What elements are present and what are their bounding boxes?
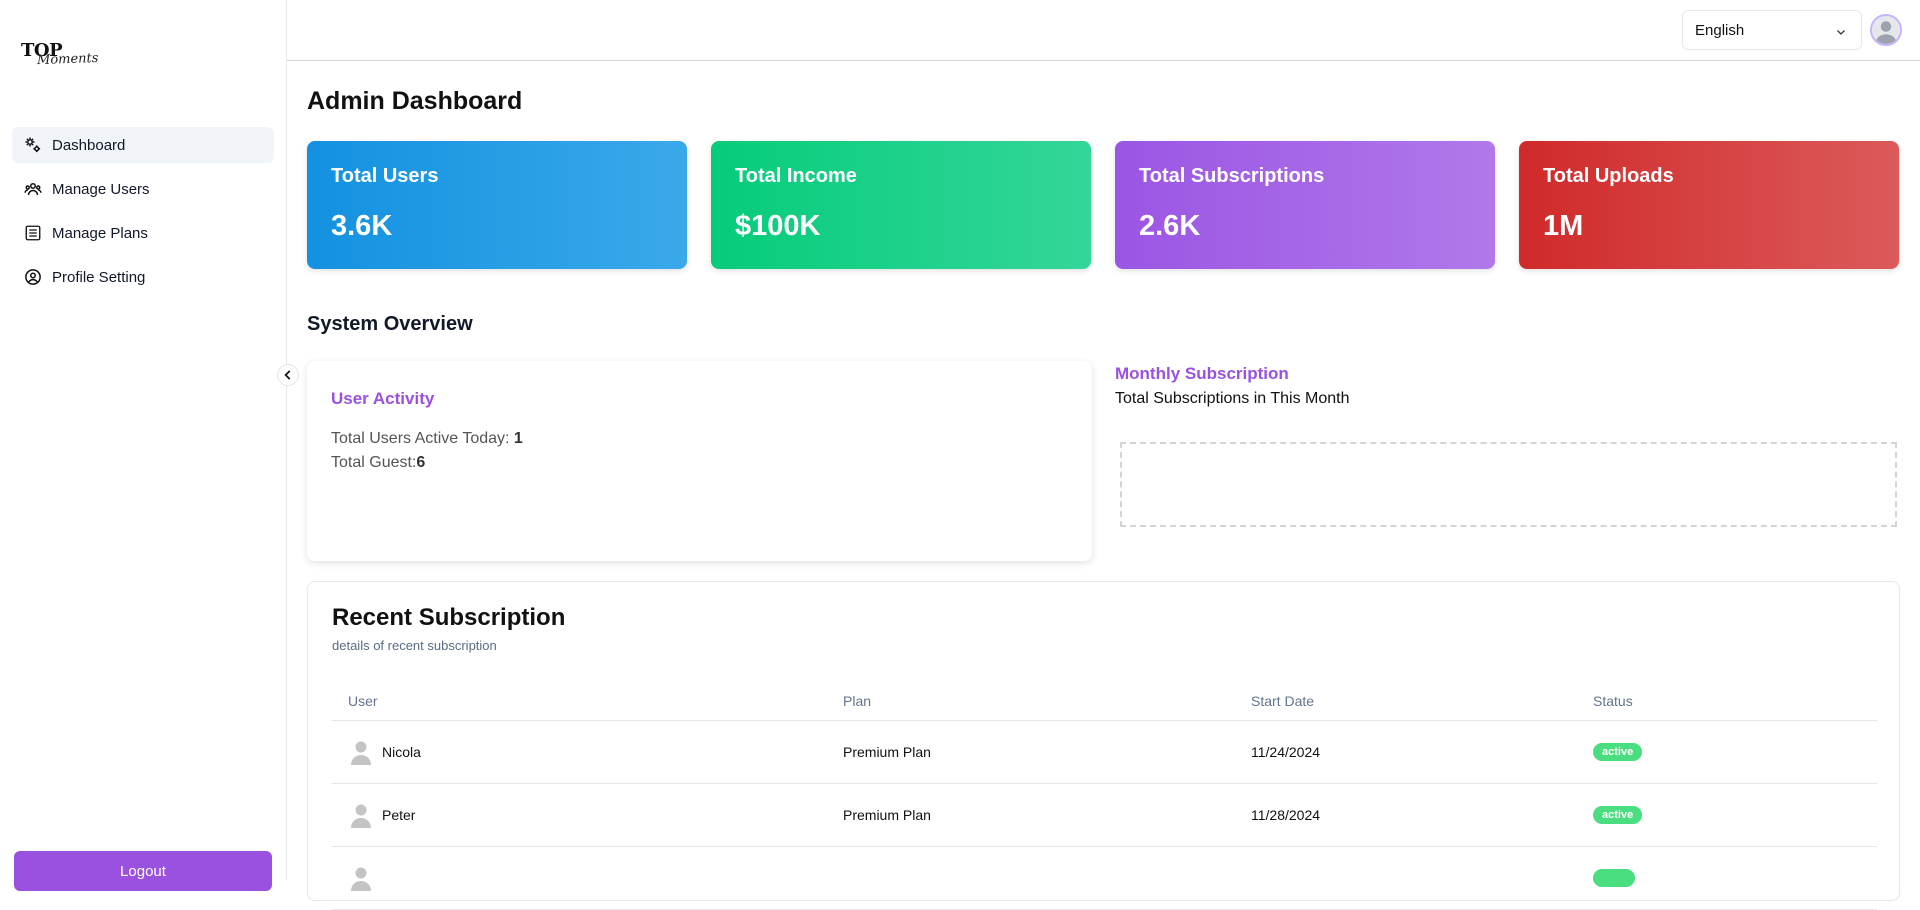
user-name: Peter	[382, 806, 416, 823]
sidebar: TOP Moments Dashboard Manage Users Manag…	[0, 0, 287, 891]
logo-top-text: TOP	[21, 40, 63, 61]
total-guest-label: Total Guest:	[331, 454, 417, 471]
user-placeholder-icon	[351, 804, 371, 828]
table-row[interactable]	[332, 846, 1877, 910]
main-content: Admin Dashboard Total Users 3.6K Total I…	[307, 61, 1900, 910]
recent-subscription-subtitle: details of recent subscription	[332, 638, 497, 653]
stat-label: Total Subscriptions	[1139, 165, 1325, 187]
column-header-start-date: Start Date	[1235, 682, 1577, 721]
user-placeholder-icon	[351, 741, 371, 765]
sidebar-item-manage-plans[interactable]: Manage Plans	[12, 215, 274, 251]
sidebar-nav: Dashboard Manage Users Manage Plans Prof…	[12, 127, 274, 303]
stat-card-total-income: Total Income $100K	[711, 141, 1091, 269]
logo-script-text: Moments	[36, 50, 99, 69]
subscription-table: User Plan Start Date Status Nicola Premi…	[332, 682, 1877, 910]
list-icon	[24, 224, 42, 242]
total-guest-value: 6	[416, 454, 426, 471]
users-icon	[24, 180, 42, 198]
user-avatar[interactable]	[1870, 14, 1902, 46]
status-cell	[1577, 846, 1877, 910]
table-header-row: User Plan Start Date Status	[332, 682, 1877, 721]
column-header-status: Status	[1577, 682, 1877, 721]
column-header-plan: Plan	[827, 682, 1235, 721]
active-today-value: 1	[513, 430, 523, 447]
user-placeholder-icon	[351, 867, 371, 891]
table-row[interactable]: Peter Premium Plan 11/28/2024 active	[332, 783, 1877, 847]
user-name: Nicola	[382, 743, 421, 760]
start-date-cell	[1235, 846, 1577, 910]
status-cell: active	[1577, 720, 1877, 784]
start-date-cell: 11/28/2024	[1235, 783, 1577, 847]
monthly-subscription-panel: Monthly Subscription Total Subscriptions…	[1115, 364, 1900, 564]
app-logo[interactable]: TOP Moments	[21, 40, 111, 74]
gears-icon	[24, 136, 42, 154]
monthly-subscription-title: Monthly Subscription	[1115, 364, 1289, 383]
sidebar-item-label: Manage Plans	[52, 224, 148, 242]
user-activity-title: User Activity	[331, 389, 435, 408]
sidebar-collapse-button[interactable]	[277, 364, 299, 386]
stat-value: 1M	[1543, 210, 1584, 242]
user-cell: Nicola	[332, 720, 827, 784]
stat-label: Total Users	[331, 165, 439, 187]
sidebar-item-label: Profile Setting	[52, 268, 146, 286]
stat-value: 2.6K	[1139, 210, 1201, 242]
language-select[interactable]: English	[1682, 10, 1862, 50]
sidebar-item-label: Manage Users	[52, 180, 150, 198]
user-activity-card: User Activity Total Users Active Today: …	[307, 361, 1092, 561]
chevron-left-icon	[284, 370, 291, 380]
table-row[interactable]: Nicola Premium Plan 11/24/2024 active	[332, 720, 1877, 784]
stat-card-total-users: Total Users 3.6K	[307, 141, 687, 269]
sidebar-item-manage-users[interactable]: Manage Users	[12, 171, 274, 207]
language-select-value: English	[1695, 22, 1745, 39]
monthly-subscription-subtitle: Total Subscriptions in This Month	[1115, 390, 1350, 407]
status-badge	[1593, 869, 1636, 887]
logout-button[interactable]: Logout	[14, 851, 272, 891]
start-date-cell: 11/24/2024	[1235, 720, 1577, 784]
avatar-icon	[1872, 16, 1900, 44]
status-badge: active	[1593, 806, 1643, 824]
active-today-label: Total Users Active Today:	[331, 430, 514, 447]
sidebar-item-profile-setting[interactable]: Profile Setting	[12, 259, 274, 295]
stat-card-total-uploads: Total Uploads 1M	[1519, 141, 1899, 269]
page-title: Admin Dashboard	[307, 87, 523, 115]
stat-label: Total Income	[735, 165, 857, 187]
status-badge: active	[1593, 743, 1643, 761]
system-overview-title: System Overview	[307, 313, 473, 335]
stat-value: $100K	[735, 210, 821, 242]
user-cell	[332, 846, 827, 910]
top-bar	[287, 0, 1920, 61]
stat-card-total-subscriptions: Total Subscriptions 2.6K	[1115, 141, 1495, 269]
user-cell: Peter	[332, 783, 827, 847]
stat-label: Total Uploads	[1543, 165, 1674, 187]
recent-subscription-card: Recent Subscription details of recent su…	[307, 581, 1900, 910]
status-cell: active	[1577, 783, 1877, 847]
plan-cell	[827, 846, 1235, 910]
plan-cell: Premium Plan	[827, 720, 1235, 784]
recent-subscription-title: Recent Subscription	[332, 604, 566, 631]
sidebar-item-label: Dashboard	[52, 136, 126, 154]
column-header-user: User	[332, 682, 827, 721]
sidebar-item-dashboard[interactable]: Dashboard	[12, 127, 274, 163]
user-circle-icon	[24, 268, 42, 286]
plan-cell: Premium Plan	[827, 783, 1235, 847]
total-guest-line: Total Guest:6	[331, 451, 1068, 475]
active-today-line: Total Users Active Today: 1	[331, 427, 1068, 451]
monthly-chart-placeholder	[1120, 442, 1897, 527]
chevron-down-icon	[1837, 30, 1845, 35]
stat-value: 3.6K	[331, 210, 393, 242]
